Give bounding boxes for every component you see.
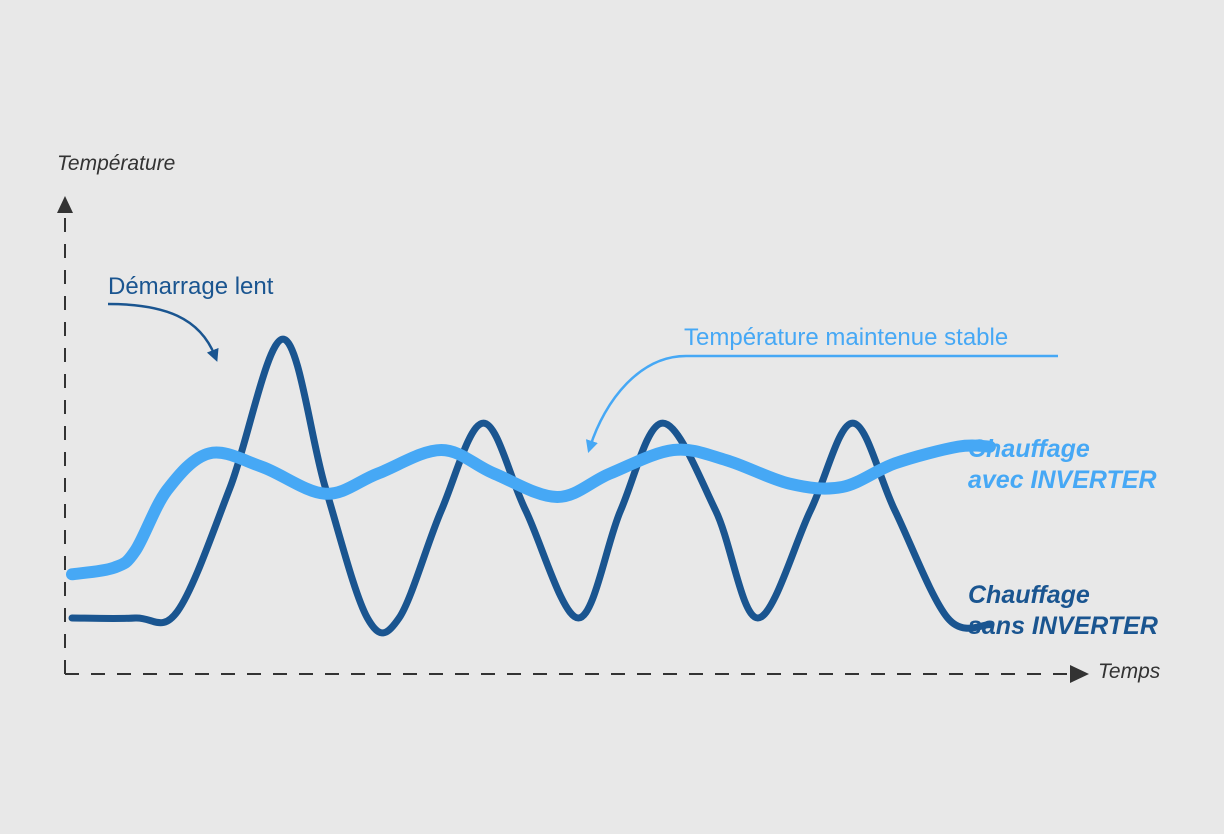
series-label-sans-line1: Chauffage xyxy=(968,581,1090,609)
series-label-avec-line2: avec INVERTER xyxy=(968,466,1157,494)
series-line-avec-inverter xyxy=(66,439,996,581)
annotation-temperature-stable-leader xyxy=(585,354,1058,453)
series-label-sans-line2: sans INVERTER xyxy=(968,612,1158,640)
series-line-sans-inverter xyxy=(68,335,994,637)
series-label-avec-line1: Chauffage xyxy=(968,435,1090,463)
x-axis-label: Temps xyxy=(1098,660,1161,683)
y-axis-arrow-icon xyxy=(57,196,73,213)
x-axis-arrow-icon xyxy=(1070,665,1089,683)
annotation-temperature-stable: Température maintenue stable xyxy=(684,324,1008,351)
series-label-sans-inverter: Chauffage sans INVERTER xyxy=(968,581,1158,640)
annotation-demarrage-lent: Démarrage lent xyxy=(108,273,274,300)
y-axis-label: Température xyxy=(57,152,175,175)
series-label-avec-inverter: Chauffage avec INVERTER xyxy=(968,435,1157,494)
annotation-demarrage-lent-leader xyxy=(107,302,219,362)
